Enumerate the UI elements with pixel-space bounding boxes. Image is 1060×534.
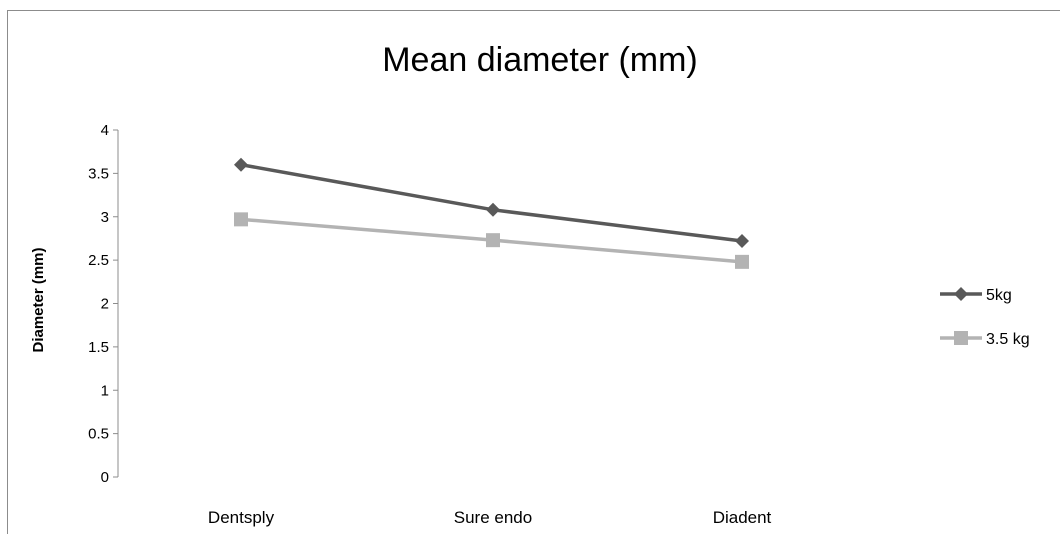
- y-tick-label: 0.5: [88, 426, 109, 443]
- chart-frame: [7, 10, 1060, 534]
- y-tick-label: 2: [101, 296, 109, 313]
- y-axis-title: Diameter (mm): [30, 247, 47, 352]
- y-tick-label: 1.5: [88, 339, 109, 356]
- series-2: [234, 212, 749, 269]
- axes: 0 0.5 1 1.5 2 2.5 3 3.5 4 Dentsply Sure endo Diaden…: [88, 122, 771, 527]
- legend: 5kg 3.5 kg: [940, 287, 1030, 348]
- x-category-label: Dentsply: [208, 508, 275, 527]
- y-tick-label: 3: [101, 209, 109, 226]
- y-tick-label: 1: [101, 382, 109, 399]
- y-tick-label: 4: [101, 122, 109, 139]
- data-point: [735, 234, 749, 249]
- data-point: [486, 202, 500, 217]
- data-point: [735, 254, 749, 269]
- y-tick-label: 0: [101, 469, 109, 486]
- legend-label: 3.5 kg: [986, 331, 1030, 348]
- data-point: [234, 212, 248, 227]
- legend-item: 3.5 kg: [940, 331, 1030, 348]
- legend-label: 5kg: [986, 287, 1012, 304]
- legend-item: 5kg: [940, 287, 1012, 304]
- series-1: [234, 157, 749, 249]
- data-point: [234, 157, 248, 172]
- y-tick-label: 2.5: [88, 252, 109, 269]
- x-category-label: Sure endo: [454, 508, 532, 527]
- data-point: [486, 233, 500, 248]
- y-tick-label: 3.5: [88, 165, 109, 182]
- legend-marker: [954, 287, 968, 301]
- series-layer: [234, 157, 749, 269]
- series-line: [240, 162, 743, 243]
- chart-title: Mean diameter (mm): [382, 41, 698, 79]
- x-category-label: Diadent: [713, 508, 772, 527]
- legend-marker: [954, 331, 968, 345]
